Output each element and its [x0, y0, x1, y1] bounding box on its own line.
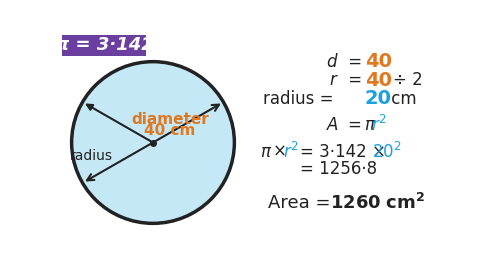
- Ellipse shape: [72, 62, 234, 223]
- Text: $20^2$: $20^2$: [372, 142, 402, 162]
- Text: = 1256·8: = 1256·8: [300, 160, 377, 178]
- Text: ÷ 2: ÷ 2: [393, 71, 423, 89]
- Text: $r$: $r$: [329, 71, 339, 89]
- FancyBboxPatch shape: [62, 35, 146, 56]
- Text: diameter: diameter: [131, 112, 209, 127]
- Text: radius =: radius =: [263, 90, 339, 108]
- Text: $ = \pi$: $ = \pi$: [345, 116, 377, 134]
- Text: 20: 20: [365, 89, 392, 108]
- Text: ×: ×: [273, 143, 287, 161]
- Text: $r^2$: $r^2$: [371, 115, 387, 135]
- Text: radius: radius: [70, 149, 113, 163]
- Text: 40: 40: [365, 71, 392, 90]
- Text: Area =: Area =: [268, 194, 336, 212]
- Text: 40 cm: 40 cm: [144, 123, 196, 138]
- Text: 40: 40: [365, 52, 392, 71]
- Text: $r^2$: $r^2$: [283, 142, 299, 162]
- Text: $\mathbf{1260\ cm^2}$: $\mathbf{1260\ cm^2}$: [330, 193, 425, 213]
- Text: = 3·142 ×: = 3·142 ×: [300, 143, 386, 161]
- Text: cm: cm: [385, 90, 416, 108]
- Text: $d$: $d$: [326, 53, 339, 71]
- Text: =: =: [343, 71, 367, 89]
- Text: $\pi$: $\pi$: [260, 143, 272, 161]
- Text: =: =: [343, 53, 367, 71]
- Text: π = 3·142: π = 3·142: [55, 36, 154, 55]
- Text: $A$: $A$: [326, 116, 339, 134]
